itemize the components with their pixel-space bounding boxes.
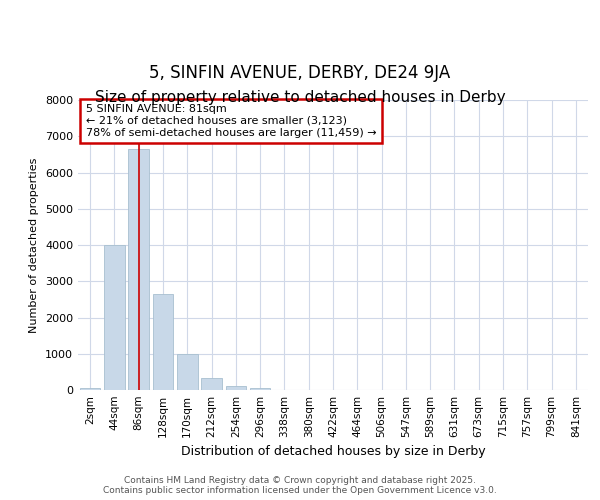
- Bar: [152, 294, 173, 390]
- Bar: [80, 388, 100, 390]
- Text: Contains HM Land Registry data © Crown copyright and database right 2025.
Contai: Contains HM Land Registry data © Crown c…: [103, 476, 497, 495]
- Bar: [201, 378, 222, 390]
- X-axis label: Distribution of detached houses by size in Derby: Distribution of detached houses by size …: [181, 446, 485, 458]
- Text: 5, SINFIN AVENUE, DERBY, DE24 9JA: 5, SINFIN AVENUE, DERBY, DE24 9JA: [149, 64, 451, 82]
- Bar: [128, 149, 149, 390]
- Bar: [104, 244, 125, 390]
- Text: 5 SINFIN AVENUE: 81sqm
← 21% of detached houses are smaller (3,123)
78% of semi-: 5 SINFIN AVENUE: 81sqm ← 21% of detached…: [86, 104, 376, 138]
- Bar: [226, 386, 246, 390]
- Text: Size of property relative to detached houses in Derby: Size of property relative to detached ho…: [95, 90, 505, 105]
- Bar: [250, 388, 271, 390]
- Y-axis label: Number of detached properties: Number of detached properties: [29, 158, 40, 332]
- Bar: [177, 354, 197, 390]
